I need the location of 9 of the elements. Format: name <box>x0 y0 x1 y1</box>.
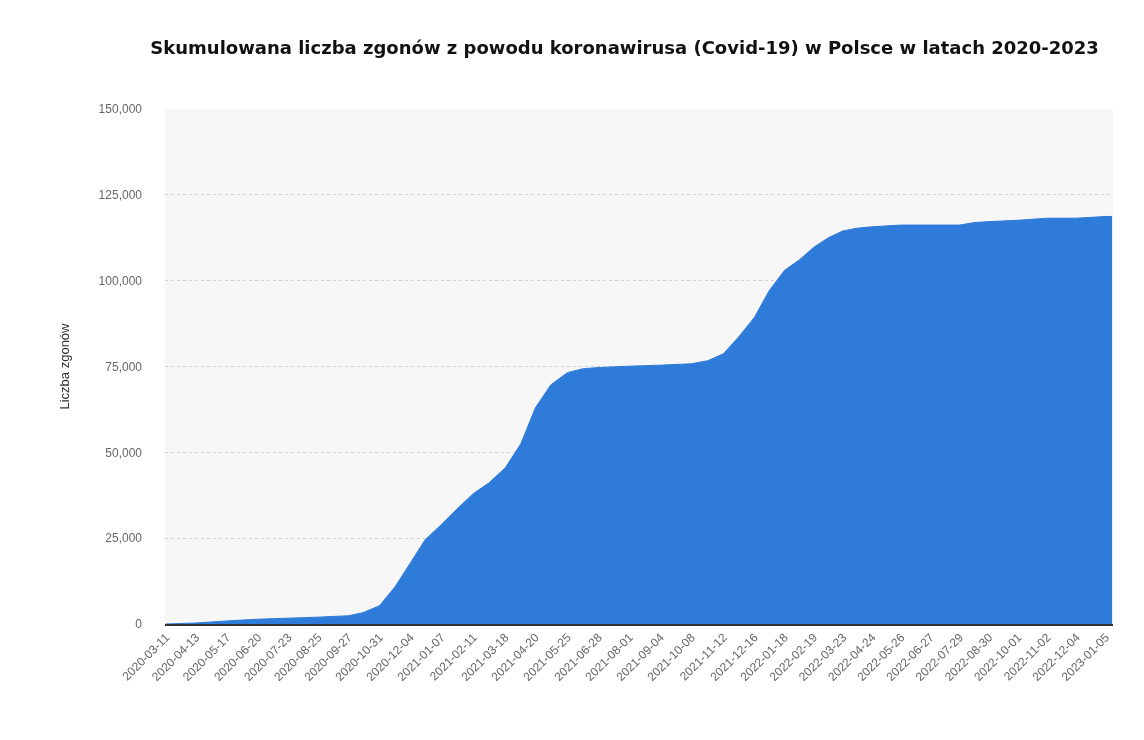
y-tick-label: 150,000 <box>98 102 143 117</box>
y-tick-label: 100,000 <box>98 273 143 288</box>
y-tick-label: 125,000 <box>98 188 143 203</box>
y-tick-label: 50,000 <box>105 445 143 460</box>
y-tick-label: 25,000 <box>105 531 143 546</box>
y-tick-label: 75,000 <box>105 359 143 374</box>
y-axis-title: Liczba zgonów <box>56 322 72 410</box>
chart-title: Skumulowana liczba zgonów z powodu koronawirusa (Covid-19) w Polsce w latach 2020-2023 <box>150 37 1099 59</box>
y-tick-label: 0 <box>135 617 143 632</box>
